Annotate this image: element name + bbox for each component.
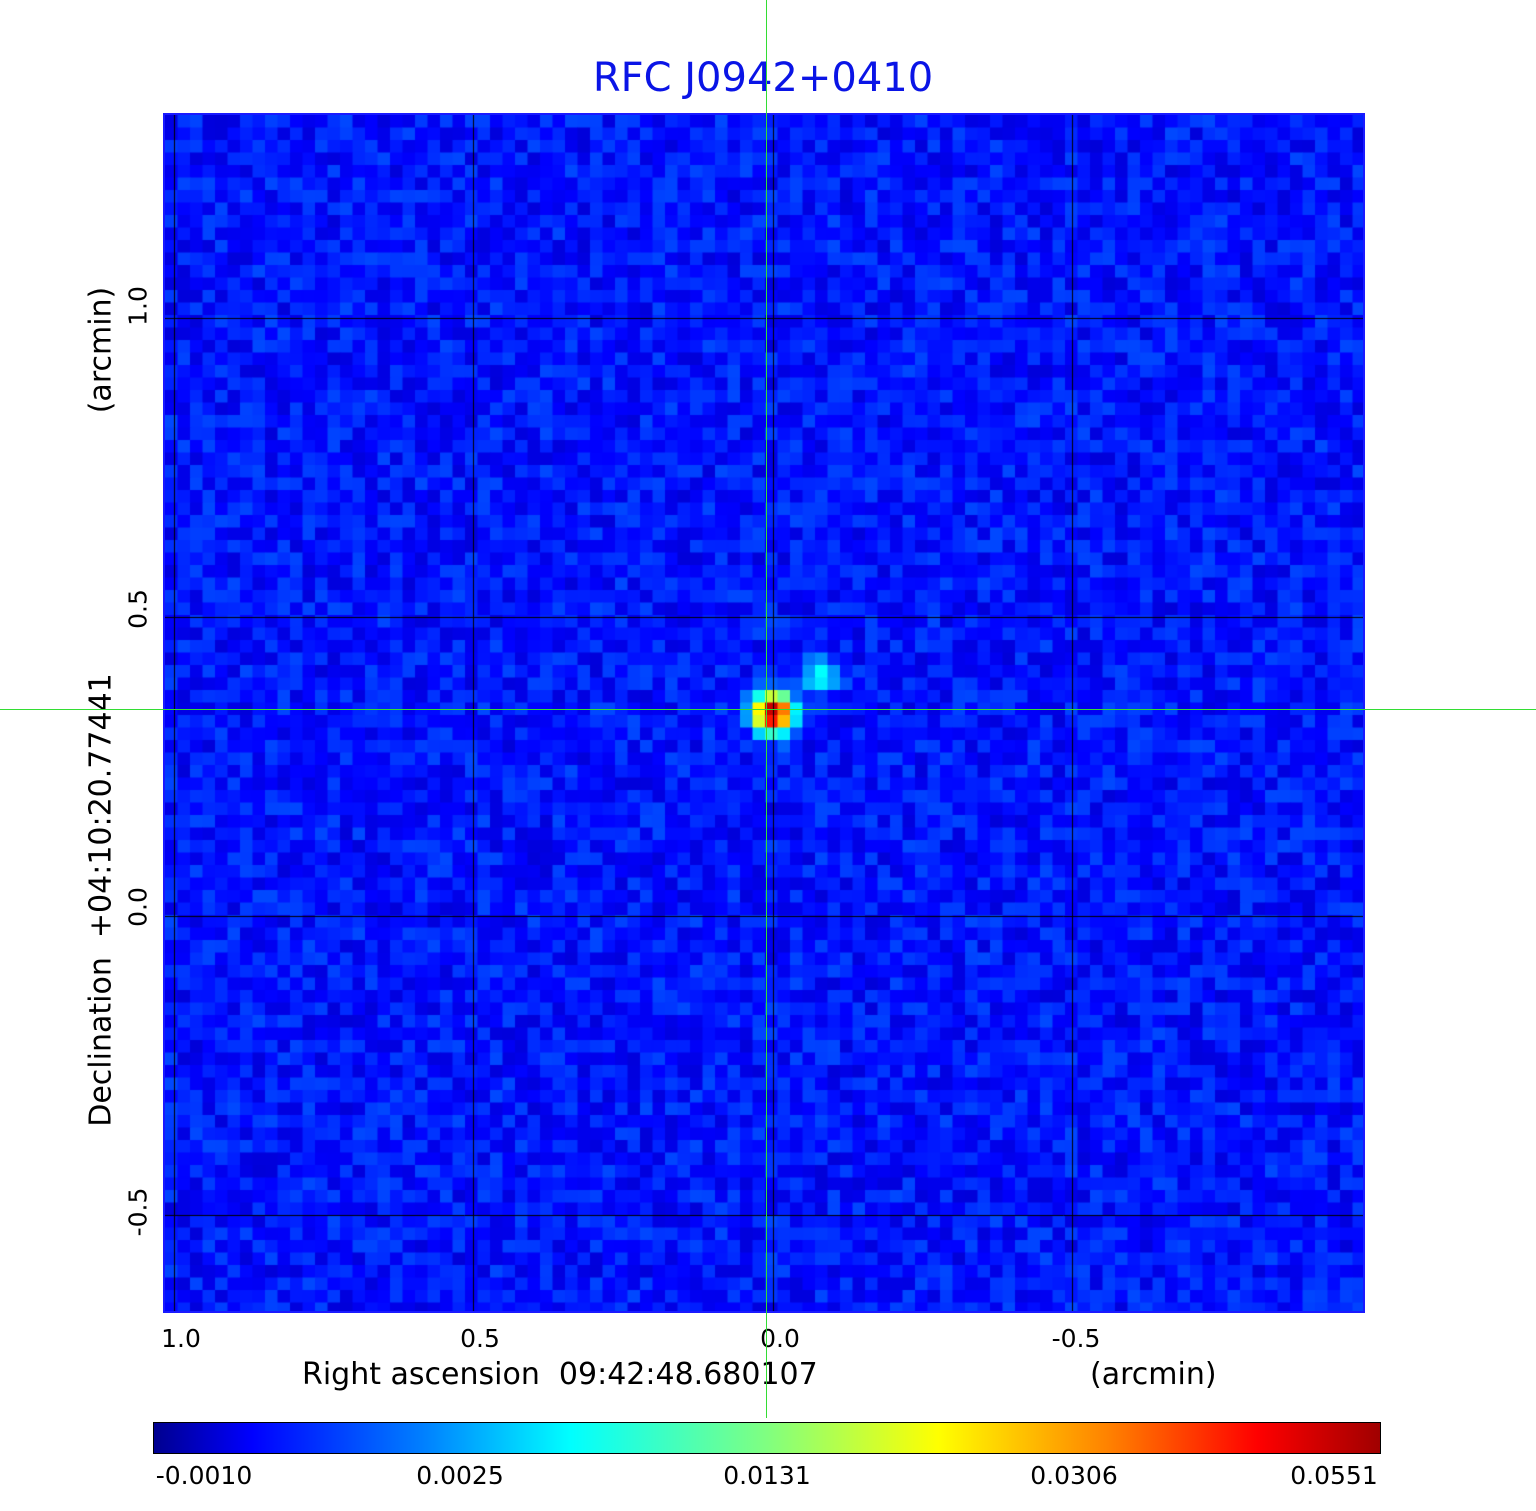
y-axis-unit: (arcmin) [83,286,119,414]
x-tick-label: 1.0 [161,1324,201,1353]
colorbar [153,1422,1381,1454]
colorbar-tick-label: -0.0010 [155,1461,253,1490]
colorbar-tick-label: 0.0025 [416,1461,504,1490]
x-axis-label: Right ascension 09:42:48.680107 [302,1357,818,1392]
chart-title: RFC J0942+0410 [592,55,934,101]
y-tick-label: 0.0 [123,887,153,927]
crosshair-horizontal [0,709,1536,710]
x-axis-unit: (arcmin) [1090,1357,1217,1392]
x-tick-label: 0.5 [460,1324,500,1353]
y-axis-label: Declination +04:10:20.77441 [83,673,119,1127]
colorbar-tick-label: 0.0131 [723,1461,811,1490]
y-tick-label: 1.0 [123,286,153,326]
image-plot-area[interactable] [163,113,1365,1313]
x-tick-label: -0.5 [1051,1324,1101,1353]
colorbar-tick-label: 0.0306 [1030,1461,1118,1490]
y-tick-label: -0.5 [123,1187,153,1237]
y-tick-label: 0.5 [123,589,153,629]
sky-image-heatmap [165,115,1363,1311]
colorbar-tick-label: 0.0551 [1290,1461,1378,1490]
